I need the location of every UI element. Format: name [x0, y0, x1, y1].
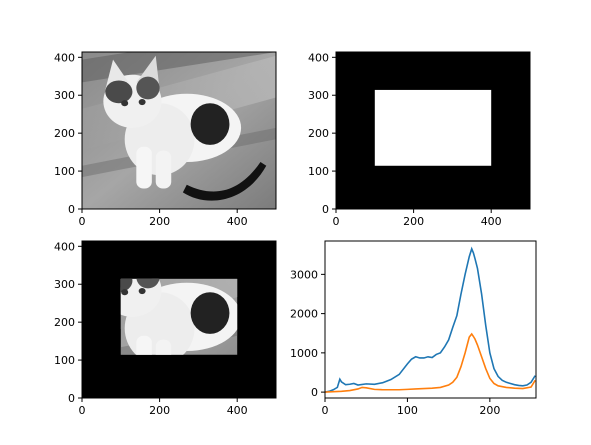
x-tick-label: 0: [333, 215, 340, 228]
histogram-series-1: [325, 246, 536, 393]
x-tick-label: 0: [79, 215, 86, 228]
x-tick-label: 0: [79, 404, 86, 417]
y-tick-label: 3000: [290, 268, 318, 281]
axes-frame: [324, 240, 537, 399]
panel-masked-image: 0 200 400 0 100 200 300 400: [54, 240, 277, 417]
y-tick-label: 400: [54, 51, 75, 64]
mask-image: [336, 52, 530, 209]
x-tick-label: 200: [403, 215, 424, 228]
mask-rectangle: [374, 89, 492, 166]
y-tick-label: 300: [308, 89, 329, 102]
axes-frame: [81, 240, 277, 399]
x-tick-label: 0: [322, 404, 329, 417]
masked-kitten-image: [82, 241, 276, 398]
axes-frame: [81, 51, 277, 210]
x-tick-label: 400: [227, 215, 248, 228]
x-tick-label: 100: [397, 404, 418, 417]
y-tick-label: 200: [54, 127, 75, 140]
panel-ticks: 0 200 400 0 100 200 300 400: [54, 51, 248, 228]
panel-ticks: 0 200 400 0 100 200 300 400: [54, 240, 248, 417]
panel-mask: 0 200 400 0 100 200 300 400: [308, 51, 531, 228]
y-tick-label: 100: [54, 354, 75, 367]
y-tick-label: 300: [54, 278, 75, 291]
y-tick-label: 1000: [290, 347, 318, 360]
axes-frame: [335, 51, 531, 210]
y-tick-label: 300: [54, 89, 75, 102]
histogram-series-2: [325, 332, 536, 393]
y-tick-label: 400: [308, 51, 329, 64]
kitten-image: [82, 52, 276, 209]
y-tick-label: 200: [308, 127, 329, 140]
y-tick-label: 0: [311, 386, 318, 399]
x-tick-label: 400: [481, 215, 502, 228]
histogram-plot: [325, 246, 536, 393]
y-tick-label: 2000: [290, 308, 318, 321]
x-tick-label: 200: [149, 404, 170, 417]
y-tick-label: 100: [308, 165, 329, 178]
panel-kitten-photo: 0 200 400 0 100 200 300 400: [54, 51, 277, 228]
y-tick-label: 200: [54, 316, 75, 329]
y-tick-label: 0: [68, 203, 75, 216]
x-tick-label: 400: [227, 404, 248, 417]
y-tick-label: 0: [68, 392, 75, 405]
x-tick-label: 200: [479, 404, 500, 417]
x-tick-label: 200: [149, 215, 170, 228]
y-tick-label: 0: [322, 203, 329, 216]
y-tick-label: 100: [54, 165, 75, 178]
panel-ticks: 0 200 400 0 100 200 300 400: [308, 51, 502, 228]
y-tick-label: 400: [54, 240, 75, 253]
